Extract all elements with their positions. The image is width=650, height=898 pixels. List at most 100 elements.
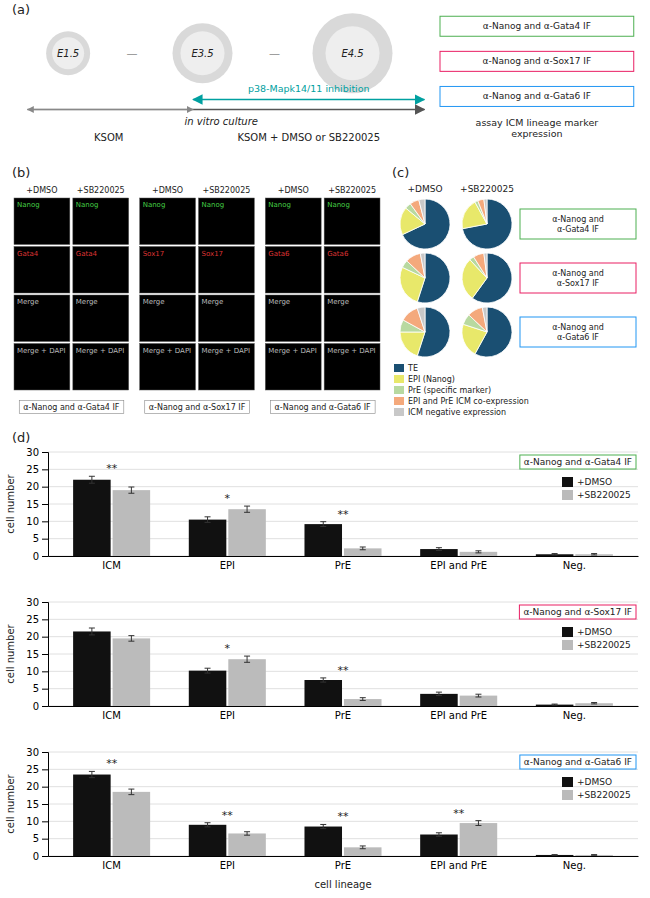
embryo-label: E3.5: [191, 48, 213, 59]
legend-label: EPI and PrE ICM co-expression: [408, 397, 529, 406]
x-tick: Neg.: [563, 860, 586, 871]
panel-label: (c): [392, 165, 409, 180]
pie-slice: [420, 253, 425, 278]
group-label-box: [271, 401, 376, 414]
legend: +DMSO+SB220025: [562, 777, 631, 800]
tick-label: 20: [26, 631, 39, 642]
marks: [73, 476, 613, 556]
tick-label: PrE: [335, 860, 351, 871]
channel-label: Merge: [327, 298, 349, 306]
channel-label: Nanog: [268, 201, 291, 209]
tick-label: 15: [26, 499, 39, 510]
image-panel: [140, 295, 196, 342]
error-bar: [320, 522, 326, 527]
y-tick: 20: [26, 631, 48, 642]
image-panel: [199, 198, 255, 245]
tick-label: Neg.: [563, 710, 586, 721]
figure: (a)E1.5E3.5E4.5——in vitro cultureKSOMp38…: [0, 0, 650, 898]
x-tick: EPI: [220, 560, 235, 571]
bar: [228, 833, 266, 856]
image-panel: [140, 247, 196, 294]
y-tick: 25: [26, 764, 48, 775]
tick-label: EPI: [220, 860, 235, 871]
error-bar: [205, 668, 211, 673]
panel-label: (d): [12, 430, 30, 445]
bar: [189, 520, 227, 556]
embryo-inner: [181, 31, 225, 75]
info-box: α-Nanog and α-Gata6 IF: [520, 755, 636, 769]
bar: [536, 554, 574, 556]
assay-box: [440, 51, 634, 71]
tick-label: Neg.: [563, 860, 586, 871]
tick-label: EPI: [220, 710, 235, 721]
assay-box: [440, 16, 634, 36]
annotation: p38-Mapk14/11 inhibition: [248, 83, 370, 94]
info-box-label: α-Nanog and α-Sox17 IF: [523, 607, 632, 617]
bar-chart: 051015202530ICMEPIPrEEPI and PrENeg.***α…: [5, 597, 639, 721]
y-axis-title: cell number: [5, 773, 16, 833]
tick-label: 5: [33, 833, 39, 844]
embryo-shell: [313, 13, 393, 93]
y-tick: 30: [26, 747, 48, 758]
pie: [400, 253, 450, 303]
axis-domain: [49, 856, 639, 857]
column-header: +SB220025: [77, 186, 125, 195]
y-tick: 30: [26, 447, 48, 458]
grid: [48, 452, 638, 556]
column-header: +SB220025: [460, 184, 514, 194]
legend-label: +DMSO: [577, 477, 612, 487]
tick-mark: [42, 602, 48, 603]
channel-label: Sox17: [202, 250, 224, 258]
bar: [228, 509, 266, 556]
tick-mark: [42, 671, 48, 672]
axis-domain: [42, 603, 49, 707]
panel-a: (a)E1.5E3.5E4.5——in vitro cultureKSOMp38…: [12, 2, 634, 143]
marks: [73, 628, 613, 706]
tick-label: EPI: [220, 560, 235, 571]
image-panel: [73, 198, 129, 245]
tick-label: 5: [33, 683, 39, 694]
grid: [48, 752, 638, 856]
image-panel: [140, 344, 196, 391]
y-tick: 25: [26, 464, 48, 475]
channel-label: Merge: [268, 298, 290, 306]
panel-label: (a): [12, 2, 30, 17]
dash: —: [269, 47, 280, 60]
channel-label: Merge + DAPI: [268, 347, 317, 355]
image-panel: [324, 247, 380, 294]
group-label-box: [145, 401, 250, 414]
x-tick: ICM: [102, 560, 121, 571]
y-tick: 15: [26, 799, 48, 810]
x-tick: ICM: [102, 860, 121, 871]
tick-label: 20: [26, 481, 39, 492]
grid-line: [48, 602, 638, 603]
channel-label: Sox17: [143, 250, 165, 258]
error-bar: [436, 692, 442, 695]
pie-slice: [410, 200, 425, 224]
error-bar: [552, 704, 558, 705]
error-bar: [552, 854, 558, 856]
error-bar: [552, 554, 558, 555]
row-label-line: α-Nanog and: [552, 269, 604, 278]
row-label-box: [520, 209, 636, 239]
image-panel: [73, 295, 129, 342]
legend-label: +SB220025: [577, 490, 631, 500]
annotation-line: expression: [511, 127, 562, 138]
tick-label: 5: [33, 533, 39, 544]
row-label-line: α-Gata4 IF: [557, 224, 599, 233]
bar: [113, 792, 151, 856]
arrow-ksom: [28, 109, 194, 110]
error-bar: [475, 551, 481, 553]
x-axis-title: cell lineage: [314, 879, 371, 890]
grid-line: [48, 636, 638, 637]
tick-label: 30: [26, 747, 39, 758]
channel-label: Gata6: [268, 250, 290, 258]
y-axis: 051015202530: [26, 597, 48, 712]
tick-label: PrE: [335, 710, 351, 721]
image-panel: [265, 344, 321, 391]
channel-label: Nanog: [327, 201, 350, 209]
error-bar: [89, 628, 95, 635]
channel-label: Nanog: [76, 201, 99, 209]
tick-mark: [42, 752, 48, 753]
row-label: α-Nanog andα-Gata4 IF: [552, 215, 604, 233]
